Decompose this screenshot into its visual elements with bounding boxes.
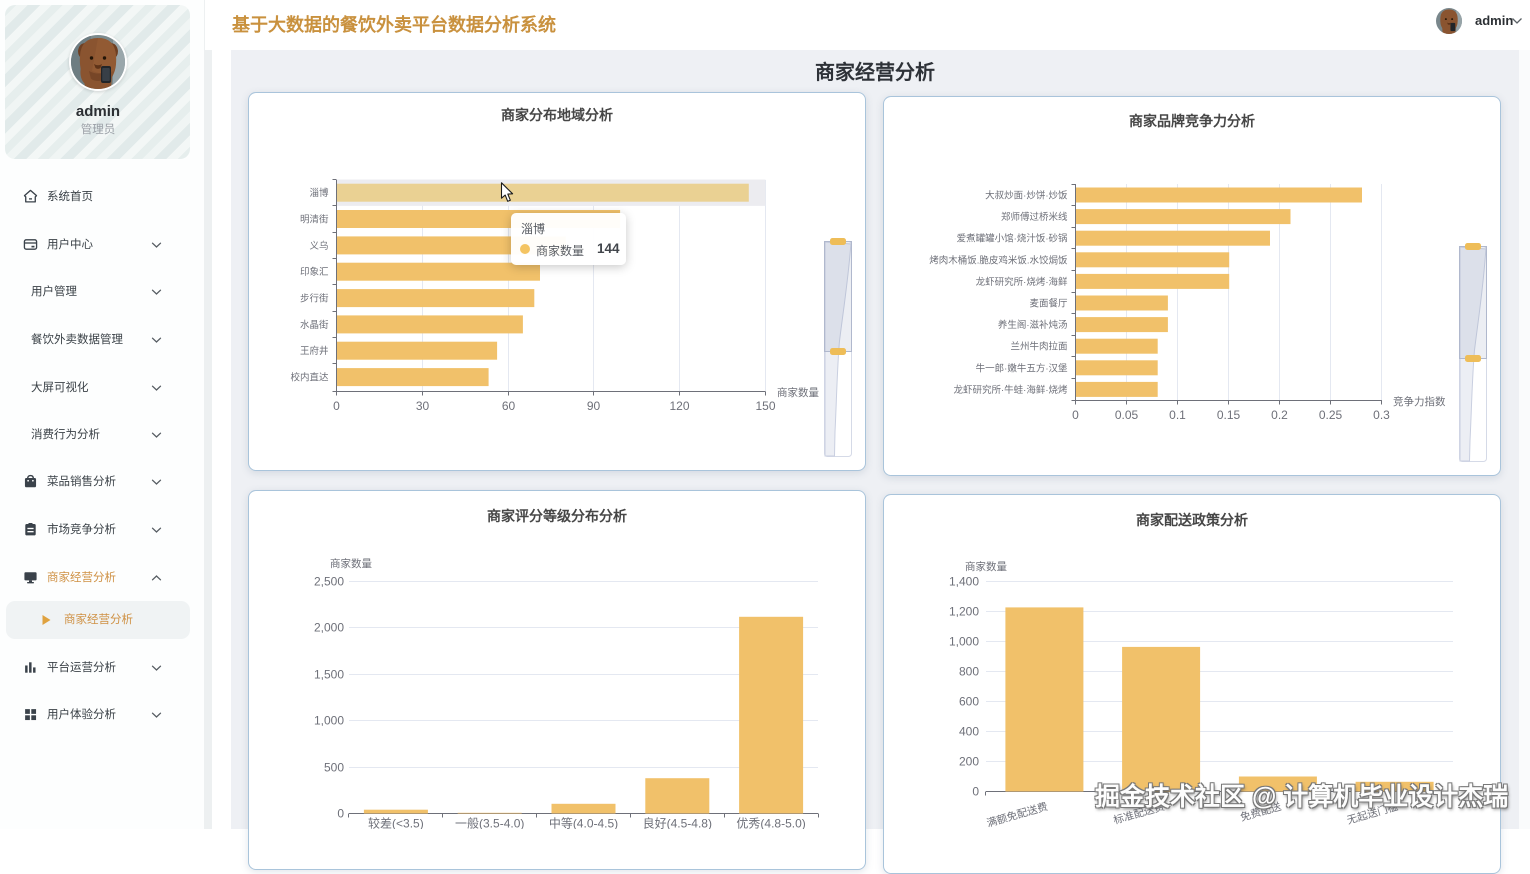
svg-text:一般(3.5-4.0): 一般(3.5-4.0) — [455, 816, 524, 830]
svg-text:2,500: 2,500 — [314, 575, 344, 589]
svg-text:竞争力指数: 竞争力指数 — [1393, 395, 1446, 408]
svg-text:良好(4.5-4.8): 良好(4.5-4.8) — [643, 816, 712, 830]
svg-text:0.1: 0.1 — [1169, 408, 1186, 422]
svg-text:龙虾研究所·烧烤·海鲜: 龙虾研究所·烧烤·海鲜 — [976, 276, 1068, 288]
svg-text:牛一郎·嫩牛五方·汉堡: 牛一郎·嫩牛五方·汉堡 — [976, 362, 1068, 374]
svg-text:烤肉木桶饭.脆皮鸡米饭.水饺焗饭: 烤肉木桶饭.脆皮鸡米饭.水饺焗饭 — [929, 254, 1068, 266]
svg-text:水晶街: 水晶街 — [300, 319, 329, 331]
svg-text:满额免配送费: 满额免配送费 — [985, 800, 1049, 829]
svg-text:90: 90 — [587, 399, 601, 413]
svg-text:王府井: 王府井 — [300, 345, 329, 357]
svg-text:兰州牛肉拉面: 兰州牛肉拉面 — [1010, 341, 1067, 353]
svg-text:中等(4.0-4.5): 中等(4.0-4.5) — [549, 816, 618, 830]
svg-text:2,000: 2,000 — [314, 621, 344, 635]
svg-text:1,000: 1,000 — [949, 635, 979, 649]
svg-text:120: 120 — [669, 399, 689, 413]
svg-text:30: 30 — [416, 399, 430, 413]
svg-text:800: 800 — [959, 665, 979, 679]
svg-text:0: 0 — [972, 785, 979, 799]
svg-text:0.05: 0.05 — [1115, 408, 1139, 422]
svg-text:爱煮罐罐小馆·烧汁饭·砂锅: 爱煮罐罐小馆·烧汁饭·砂锅 — [957, 233, 1068, 245]
svg-text:商家配送政策分析: 商家配送政策分析 — [1136, 512, 1248, 528]
svg-text:1,000: 1,000 — [314, 714, 344, 728]
svg-text:0.15: 0.15 — [1217, 408, 1241, 422]
svg-text:校内直达: 校内直达 — [290, 372, 329, 384]
svg-text:明清街: 明清街 — [300, 214, 329, 226]
svg-text:淄博: 淄博 — [309, 187, 329, 199]
svg-text:500: 500 — [324, 761, 344, 775]
svg-text:0.25: 0.25 — [1319, 408, 1343, 422]
svg-text:600: 600 — [959, 695, 979, 709]
svg-text:义乌: 义乌 — [309, 240, 328, 252]
svg-text:1,400: 1,400 — [949, 575, 979, 589]
svg-text:0.2: 0.2 — [1271, 408, 1288, 422]
svg-text:商家分布地域分析: 商家分布地域分析 — [501, 107, 613, 123]
svg-text:1,200: 1,200 — [949, 605, 979, 619]
svg-text:郑师傅过桥米线: 郑师傅过桥米线 — [1001, 211, 1068, 223]
svg-text:商家品牌竞争力分析: 商家品牌竞争力分析 — [1129, 113, 1255, 129]
svg-text:0: 0 — [337, 807, 344, 821]
svg-text:步行街: 步行街 — [300, 293, 329, 305]
svg-text:200: 200 — [959, 755, 979, 769]
svg-text:1,500: 1,500 — [314, 668, 344, 682]
svg-text:商家评分等级分布分析: 商家评分等级分布分析 — [487, 508, 627, 524]
svg-text:0: 0 — [333, 399, 340, 413]
svg-text:商家数量: 商家数量 — [965, 560, 1007, 573]
svg-text:商家数量: 商家数量 — [777, 386, 819, 399]
svg-text:养生阁·滋补炖汤: 养生阁·滋补炖汤 — [998, 319, 1068, 331]
svg-text:麦面餐厅: 麦面餐厅 — [1029, 298, 1068, 310]
svg-text:400: 400 — [959, 725, 979, 739]
svg-text:优秀(4.8-5.0): 优秀(4.8-5.0) — [736, 817, 805, 830]
svg-text:龙虾研究所·牛蛙·海鲜·烧烤: 龙虾研究所·牛蛙·海鲜·烧烤 — [954, 384, 1068, 396]
svg-text:150: 150 — [755, 399, 775, 413]
svg-text:印象汇: 印象汇 — [300, 266, 329, 278]
svg-text:商家数量: 商家数量 — [330, 557, 372, 570]
svg-text:60: 60 — [502, 399, 516, 413]
svg-text:大叔炒面·炒饼·炒饭: 大叔炒面·炒饼·炒饭 — [985, 190, 1068, 202]
svg-text:0: 0 — [1072, 408, 1079, 422]
svg-text:较差(<3.5): 较差(<3.5) — [368, 816, 424, 830]
svg-text:0.3: 0.3 — [1373, 408, 1390, 422]
